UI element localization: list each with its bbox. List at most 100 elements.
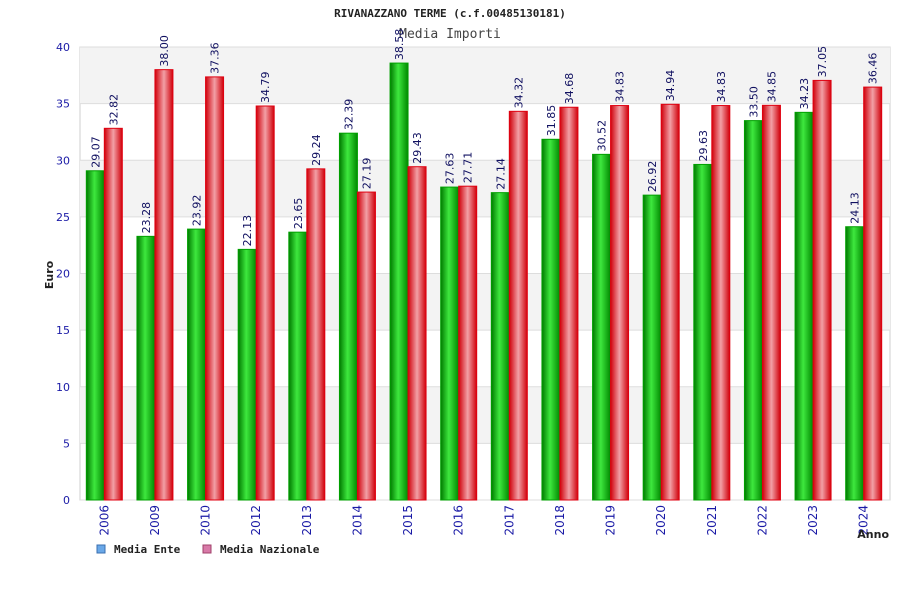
- bar-media-ente-label: 33.50: [747, 86, 760, 118]
- bar-media-ente: [85, 170, 105, 501]
- bar-media-ente: [490, 192, 510, 501]
- chart-subtitle: Media Importi: [399, 27, 501, 42]
- bar-media-nazionale-label: 27.71: [462, 152, 475, 184]
- chart-title: RIVANAZZANO TERME (c.f.00485130181): [334, 7, 566, 20]
- bar-media-nazionale-label: 34.68: [563, 73, 576, 105]
- bar-media-nazionale-label: 32.82: [107, 94, 120, 126]
- x-axis-title: Anno: [857, 528, 889, 541]
- y-tick-label: 15: [56, 324, 70, 337]
- bar-media-nazionale-label: 37.36: [209, 42, 222, 74]
- bar-media-ente: [794, 111, 814, 501]
- legend-label-media-nazionale: Media Nazionale: [220, 543, 320, 556]
- bar-media-nazionale: [559, 106, 579, 501]
- x-tick-label: 2009: [148, 505, 162, 536]
- bar-media-nazionale-label: 34.83: [614, 71, 627, 103]
- bar-media-nazionale: [103, 127, 123, 501]
- bar-media-nazionale: [711, 105, 731, 501]
- x-tick-label: 2021: [705, 505, 719, 536]
- bar-media-ente-label: 30.52: [596, 120, 609, 152]
- x-tick-label: 2010: [199, 505, 213, 536]
- y-axis-title: Euro: [43, 260, 56, 289]
- legend-label-media-ente: Media Ente: [114, 543, 181, 556]
- x-tick-label: 2014: [350, 505, 364, 536]
- y-tick-label: 30: [56, 154, 70, 167]
- bar-media-nazionale: [508, 110, 528, 501]
- x-tick-label: 2017: [502, 505, 516, 536]
- bar-media-ente-label: 23.28: [140, 202, 153, 234]
- bar-media-nazionale-label: 37.05: [816, 46, 829, 78]
- bar-media-ente: [592, 153, 612, 501]
- bar-media-ente-label: 29.07: [89, 136, 102, 168]
- x-tick-label: 2020: [654, 505, 668, 536]
- legend-swatch-media-nazionale: [202, 544, 212, 554]
- bar-media-ente-label: 23.65: [292, 198, 305, 230]
- bar-media-ente-label: 32.39: [342, 99, 355, 131]
- bar-media-ente-label: 38.58: [393, 29, 406, 61]
- x-tick-label: 2006: [97, 505, 111, 536]
- x-tick-label: 2016: [452, 505, 466, 536]
- bar-media-ente: [642, 194, 662, 501]
- bar-media-ente: [136, 235, 156, 501]
- legend-swatch-media-ente: [96, 544, 106, 554]
- bar-media-nazionale: [407, 166, 427, 501]
- bar-media-ente-label: 23.92: [191, 195, 204, 227]
- bar-media-ente: [338, 132, 358, 501]
- bar-media-ente-label: 27.14: [494, 158, 507, 190]
- bar-media-nazionale: [255, 105, 275, 501]
- bar-media-nazionale-label: 38.00: [158, 35, 171, 67]
- bar-media-nazionale: [761, 104, 781, 501]
- y-axis-ticks: 0 5 10 15 20 25 30 35 40: [56, 41, 70, 507]
- bar-media-nazionale-label: 29.24: [310, 134, 323, 166]
- x-axis-ticks: 2006 2009 2010 2012 2013 2014 2015 2016 2017 2018…: [97, 505, 870, 536]
- y-tick-label: 35: [56, 98, 70, 111]
- data-labels: 29.07 32.82 23.28 38.00 23.92 37.36 22.13 34.79…: [89, 29, 879, 247]
- bar-media-nazionale-label: 34.32: [512, 77, 525, 109]
- bar-media-nazionale: [660, 103, 680, 501]
- bar-media-ente-label: 22.13: [241, 215, 254, 247]
- bar-media-nazionale: [812, 79, 832, 501]
- bar-media-ente-label: 29.63: [697, 130, 710, 162]
- bars: [85, 62, 883, 501]
- bar-media-ente-label: 27.63: [444, 153, 457, 185]
- x-tick-label: 2019: [604, 505, 618, 536]
- bar-media-ente-label: 24.13: [849, 192, 862, 224]
- bar-media-nazionale-label: 34.83: [715, 71, 728, 103]
- bar-media-nazionale: [863, 86, 883, 501]
- bar-media-nazionale-label: 34.85: [765, 71, 778, 103]
- bar-media-ente: [693, 163, 713, 501]
- x-tick-label: 2018: [553, 505, 567, 536]
- bar-media-nazionale: [610, 105, 630, 501]
- x-tick-label: 2012: [249, 505, 263, 536]
- x-tick-label: 2024: [857, 505, 871, 536]
- y-tick-label: 25: [56, 211, 70, 224]
- bar-media-ente: [237, 248, 257, 501]
- y-tick-label: 40: [56, 41, 70, 54]
- bar-media-nazionale: [458, 185, 478, 501]
- bar-media-ente: [440, 186, 460, 501]
- bar-media-ente: [743, 120, 763, 501]
- bar-media-nazionale: [154, 69, 174, 501]
- bar-media-ente: [187, 228, 207, 501]
- bar-media-ente-label: 34.23: [798, 78, 811, 110]
- x-tick-label: 2023: [806, 505, 820, 536]
- y-tick-label: 10: [56, 381, 70, 394]
- bar-media-ente: [541, 138, 561, 501]
- x-tick-label: 2015: [401, 505, 415, 536]
- x-tick-label: 2013: [300, 505, 314, 536]
- bar-media-nazionale: [306, 168, 326, 501]
- y-tick-label: 20: [56, 268, 70, 281]
- bar-media-nazionale: [356, 191, 376, 501]
- bar-media-nazionale-label: 34.94: [664, 70, 677, 102]
- bar-media-nazionale-label: 27.19: [360, 158, 373, 190]
- bar-media-nazionale-label: 36.46: [867, 53, 880, 85]
- bar-media-ente-label: 31.85: [545, 105, 558, 137]
- bar-media-ente: [288, 231, 308, 501]
- bar-media-ente: [845, 226, 865, 501]
- bar-media-ente: [389, 62, 409, 501]
- bar-media-nazionale-label: 34.79: [259, 72, 272, 104]
- y-tick-label: 0: [63, 494, 70, 507]
- bar-media-nazionale-label: 29.43: [411, 132, 424, 164]
- y-tick-label: 5: [63, 437, 70, 450]
- bar-media-nazionale: [205, 76, 225, 501]
